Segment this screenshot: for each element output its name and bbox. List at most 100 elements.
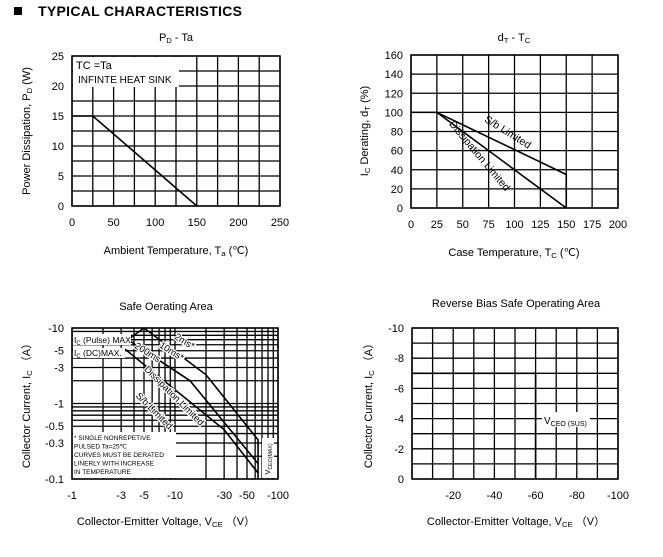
y-tick-label: 10 — [52, 141, 64, 153]
text-segment: (%) — [359, 86, 371, 106]
subscript: T — [363, 106, 372, 111]
note-line: * SINGLE NONREPETIVE — [74, 435, 151, 442]
y-tick-label: -3 — [54, 362, 64, 374]
label-bg — [542, 412, 590, 427]
y-tick-label: -0.3 — [45, 438, 64, 450]
plot-frame — [71, 327, 279, 480]
note-line: CURVES MUST BE DERATED — [74, 452, 164, 459]
x-tick-label: -3 — [116, 490, 126, 502]
y-tick-label: 40 — [391, 165, 403, 177]
text-segment: Collector-Emitter Voltage, V — [427, 516, 563, 528]
x-axis-label: Collector-Emitter Voltage, VCE （V） — [77, 515, 255, 529]
text-segment: V — [263, 470, 272, 475]
text-segment: (DC)MAX. — [81, 348, 122, 358]
text-segment: (℃) — [557, 247, 580, 259]
series-line — [127, 339, 259, 465]
x-axis-label: Collector-Emitter Voltage, VCE （V） — [427, 515, 605, 529]
y-tick-label: 100 — [385, 107, 403, 119]
x-tick-label: -80 — [569, 490, 585, 502]
chart-title: PD - Ta — [159, 32, 194, 45]
y-tick-label: 60 — [391, 146, 403, 158]
x-tick-label: -5 — [139, 490, 149, 502]
x-tick-label: 25 — [431, 219, 443, 231]
y-tick-label: -0.5 — [45, 421, 64, 433]
subscript: C — [525, 36, 531, 45]
annotation-heat-sink: INFINTE HEAT SINK — [78, 75, 172, 86]
x-tick-label: 100 — [505, 219, 523, 231]
label-ic-pulse-max: IC (Pulse) MAX. — [74, 335, 133, 347]
label-vceo-max: VCEO(MAX) — [263, 443, 274, 475]
x-tick-label: -20 — [445, 490, 461, 502]
y-tick-label: -4 — [394, 414, 404, 426]
subscript: CE — [212, 520, 223, 529]
y-axis-label: IC Derating, dT (%) — [359, 86, 372, 176]
y-tick-label: -6 — [394, 383, 404, 395]
text-segment: Reverse Bias Safe Operating Area — [432, 298, 601, 310]
y-tick-label: -10 — [48, 323, 64, 335]
y-tick-label: -8 — [394, 353, 404, 365]
text-segment: (W) — [21, 67, 33, 88]
chart-4: -20 -40 -60 -80 -100 0 -2 -4 -6 -8 -10 Reverse Bias… — [362, 298, 629, 529]
text-segment: （V） — [573, 515, 605, 528]
subscript: C — [367, 370, 376, 376]
x-tick-label: -60 — [528, 490, 544, 502]
y-axis-label: Collector Current, IC （A） — [20, 338, 34, 468]
text-segment: （A） — [362, 338, 375, 370]
x-tick-label: 0 — [69, 217, 75, 229]
note-line: PULSED Ta=25℃ — [74, 444, 128, 451]
subscript: C — [76, 341, 81, 347]
text-segment: Collector Current, I — [21, 376, 33, 468]
note-line: LINERLY WITH INCREASE — [74, 461, 155, 468]
y-tick-label: 20 — [391, 184, 403, 196]
y-axis-label: Power Dissipation, PD (W) — [21, 67, 34, 195]
label-bg — [262, 438, 274, 478]
series-line — [72, 115, 198, 207]
y-tick-label: 15 — [52, 111, 64, 123]
subscript: C — [363, 167, 372, 173]
series-line — [411, 111, 568, 208]
annotation-background — [73, 57, 179, 87]
x-tick-label: -40 — [486, 490, 502, 502]
subscript: D — [25, 87, 34, 93]
x-tick-label: 200 — [229, 217, 247, 229]
subscript: C — [25, 370, 34, 376]
x-tick-label: 250 — [271, 217, 289, 229]
grid — [411, 327, 619, 480]
x-tick-label: -30 — [216, 490, 232, 502]
y-tick-label: 160 — [385, 50, 403, 62]
section-title: TYPICAL CHARACTERISTICS — [38, 3, 243, 19]
note-background — [73, 432, 176, 478]
square-bullet-icon — [14, 7, 22, 15]
series-line — [436, 111, 567, 209]
text-segment: P — [159, 32, 166, 44]
y-tick-label: 25 — [52, 51, 64, 63]
section-header: TYPICAL CHARACTERISTICS — [14, 3, 242, 19]
y-tick-label: 120 — [385, 88, 403, 100]
text-segment: （A） — [20, 338, 33, 370]
note-line: IN TEMPERATURE — [74, 469, 131, 476]
x-tick-label: 200 — [609, 219, 627, 231]
curve-label: Dissipation Limited — [142, 364, 206, 428]
subscript: T — [504, 36, 509, 45]
x-tick-label: 175 — [583, 219, 601, 231]
label-ic-dc-max: IC (DC)MAX. — [74, 348, 122, 360]
x-tick-label: 50 — [107, 217, 119, 229]
x-tick-label: 125 — [531, 219, 549, 231]
subscript: a — [221, 249, 226, 258]
y-tick-label: 140 — [385, 69, 403, 81]
chart-3: -1 -3 -5 -10 -30 -50 -100 -0.1 -0.3 -0.5 -1 -3 -5 -10… — [20, 301, 289, 529]
x-tick-label: -1 — [67, 490, 77, 502]
chart-title: Safe Oerating Area — [119, 301, 213, 313]
chart-title: Reverse Bias Safe Operating Area — [432, 298, 601, 310]
x-tick-label: 50 — [457, 219, 469, 231]
plot-frame — [410, 54, 619, 209]
text-segment: Collector Current, I — [363, 376, 375, 468]
chart-title: dT - TC — [498, 32, 531, 45]
subscript: C — [76, 354, 81, 360]
y-tick-label: 0 — [398, 474, 404, 486]
text-segment: Power Dissipation, P — [21, 93, 33, 195]
x-tick-label: 0 — [408, 219, 414, 231]
x-axis-label: Ambient Temperature, Ta (℃) — [104, 245, 249, 258]
